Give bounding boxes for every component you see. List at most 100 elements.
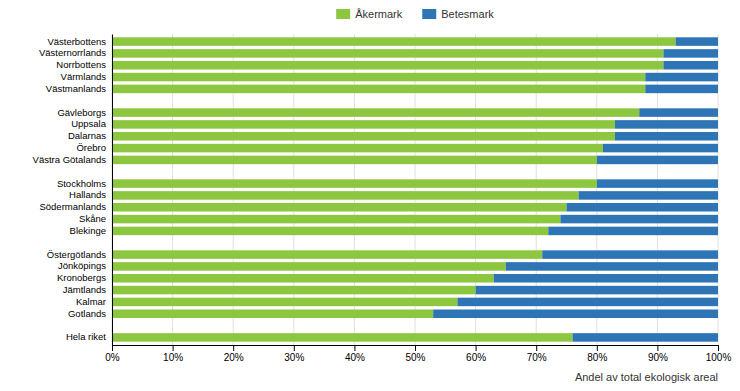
bar [112, 262, 506, 271]
x-tick-label: 90% [648, 352, 668, 363]
x-tick: 0% [105, 345, 120, 363]
y-tick-label: Jämtlands [63, 284, 107, 295]
bar [112, 132, 615, 141]
x-tick-mark [354, 345, 355, 351]
y-tick-label: Jönköpings [58, 260, 106, 271]
legend-item: Betesmark [422, 8, 494, 20]
bar [112, 298, 457, 307]
bar [112, 274, 494, 283]
y-tick-label: Uppsala [71, 118, 107, 129]
bar [112, 73, 645, 82]
bar [457, 298, 718, 307]
bar [597, 179, 718, 188]
bar [579, 191, 718, 200]
y-tick-label: Kronobergs [57, 272, 106, 283]
y-tick: Gotlands [68, 308, 112, 319]
x-tick: 60% [466, 345, 486, 363]
bar [615, 120, 718, 129]
bar [112, 108, 639, 117]
y-tick-label: Västra Götalands [33, 154, 107, 165]
y-tick-label: Blekinge [70, 225, 106, 236]
bar [494, 274, 718, 283]
x-tick-mark [233, 345, 234, 351]
bar [112, 179, 597, 188]
x-tick: 100% [706, 345, 732, 363]
y-tick-label: Kalmar [76, 296, 106, 307]
y-tick-label: Hela riket [66, 331, 106, 342]
chart: 0%10%20%30%40%50%60%70%80%90%100%Västerb… [0, 0, 740, 391]
bar [112, 144, 603, 153]
x-tick: 30% [284, 345, 304, 363]
legend-label: Betesmark [441, 8, 494, 20]
bar [645, 73, 718, 82]
y-tick: Jämtlands [63, 284, 112, 295]
y-tick: Västernorrlands [39, 47, 112, 58]
x-tick-label: 70% [527, 352, 547, 363]
y-tick: Uppsala [71, 118, 112, 129]
y-tick-label: Stockholms [57, 178, 106, 189]
y-tick-label: Örebro [76, 142, 106, 153]
x-tick-label: 60% [466, 352, 486, 363]
y-tick: Stockholms [57, 178, 112, 189]
bar [560, 215, 718, 224]
bar [112, 286, 476, 295]
y-tick-label: Gävleborgs [57, 107, 106, 118]
x-tick-label: 100% [706, 352, 732, 363]
bar [433, 309, 718, 318]
y-tick: Västra Götalands [33, 154, 112, 165]
y-axis-line [112, 35, 113, 346]
x-tick-label: 50% [405, 352, 425, 363]
y-tick: Skåne [79, 213, 112, 224]
y-tick: Dalarnas [68, 130, 112, 141]
x-tick-mark [476, 345, 477, 351]
legend-label: Åkermark [355, 8, 403, 20]
y-tick-label: Norrbottens [56, 59, 106, 70]
bar [112, 37, 676, 46]
bar [112, 215, 560, 224]
x-tick-label: 20% [224, 352, 244, 363]
bar [597, 156, 718, 165]
x-tick-mark [657, 345, 658, 351]
y-tick: Kronobergs [57, 272, 112, 283]
x-tick-mark [536, 345, 537, 351]
y-tick: Södermanlands [39, 201, 112, 212]
y-tick: Hallands [69, 189, 112, 200]
x-tick-mark [718, 345, 719, 351]
bar [476, 286, 718, 295]
y-tick-label: Hallands [69, 189, 106, 200]
bar [112, 120, 615, 129]
bar [615, 132, 718, 141]
y-tick-label: Värmlands [61, 71, 107, 82]
bar [573, 333, 718, 342]
bar [112, 49, 663, 58]
bar [112, 333, 573, 342]
bar [663, 61, 718, 70]
y-tick: Gävleborgs [57, 107, 112, 118]
y-tick: Blekinge [70, 225, 112, 236]
y-tick-label: Skåne [79, 213, 106, 224]
y-tick-label: Västmanlands [46, 83, 106, 94]
bar [112, 191, 579, 200]
bar [567, 203, 719, 212]
y-tick: Västerbottens [47, 36, 112, 47]
y-tick: Östergötlands [47, 249, 112, 260]
x-tick: 10% [163, 345, 183, 363]
bar [506, 262, 718, 271]
bar [603, 144, 718, 153]
grid-line [112, 34, 113, 345]
bar [112, 85, 645, 94]
x-tick-mark [173, 345, 174, 351]
bar [112, 309, 433, 318]
y-tick: Kalmar [76, 296, 112, 307]
y-tick: Västmanlands [46, 83, 112, 94]
legend: Åkermark Betesmark [336, 8, 494, 20]
y-axis: VästerbottensVästernorrlandsNorrbottensV… [33, 35, 113, 346]
x-tick-mark [112, 345, 113, 351]
x-tick: 70% [527, 345, 547, 363]
y-tick: Värmlands [61, 71, 112, 82]
bar [112, 227, 548, 236]
x-tick-mark [294, 345, 295, 351]
bar [639, 108, 718, 117]
series-1 [433, 37, 718, 341]
x-axis: 0%10%20%30%40%50%60%70%80%90%100% [105, 345, 731, 363]
